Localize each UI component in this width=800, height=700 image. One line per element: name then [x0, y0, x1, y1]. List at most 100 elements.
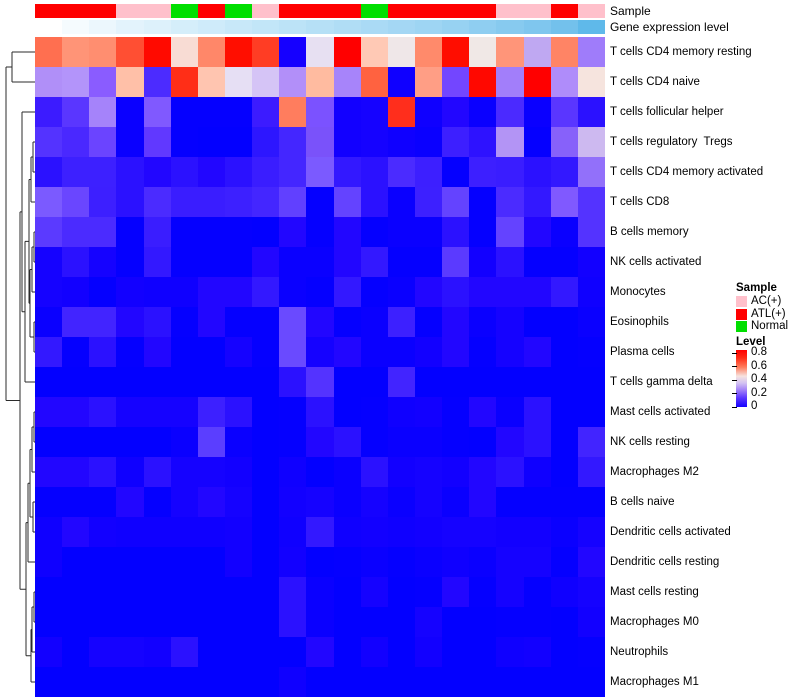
heatmap-cell — [89, 337, 117, 367]
heatmap-cell — [170, 367, 198, 397]
heatmap-cell — [224, 667, 253, 697]
heatmap-cell — [224, 577, 253, 607]
heatmap-cell — [469, 37, 497, 67]
heatmap-cell — [116, 667, 144, 697]
heatmap-cell — [197, 667, 225, 697]
heatmap-cell — [170, 277, 198, 307]
sample-annotation-cell — [333, 4, 361, 18]
heatmap-cell — [360, 337, 388, 367]
heatmap-cell — [224, 217, 253, 247]
heatmap-cell — [116, 367, 144, 397]
heatmap-cell — [577, 67, 605, 97]
heatmap-cell — [35, 667, 63, 697]
heatmap-cell — [442, 637, 470, 667]
heatmap-cell — [469, 157, 497, 187]
level-tick-mark — [732, 352, 737, 354]
heatmap-cell — [224, 547, 253, 577]
heatmap-cell — [469, 367, 497, 397]
heatmap-cell — [279, 247, 307, 277]
heatmap-cell — [333, 547, 361, 577]
row-label: B cells memory — [610, 226, 689, 238]
heatmap-cell — [279, 667, 307, 697]
heatmap-cell — [550, 637, 578, 667]
heatmap-cell — [197, 157, 225, 187]
sample-annotation-cell — [279, 4, 307, 18]
gene-expression-annotation-cell — [387, 20, 415, 34]
sample-annotation-cell — [442, 4, 470, 18]
heatmap-cell — [306, 217, 334, 247]
heatmap-cell — [577, 577, 605, 607]
heatmap-cell — [469, 637, 497, 667]
heatmap-cell — [360, 427, 388, 457]
heatmap-cell — [577, 247, 605, 277]
heatmap-cell — [306, 427, 334, 457]
heatmap-cell — [197, 577, 225, 607]
heatmap-cell — [62, 457, 90, 487]
heatmap-cell — [306, 547, 334, 577]
heatmap-cell — [469, 517, 497, 547]
sample-annotation-label: Sample — [610, 4, 651, 18]
heatmap-cell — [469, 97, 497, 127]
heatmap-cell — [469, 427, 497, 457]
heatmap-cell — [224, 157, 253, 187]
heatmap-cell — [306, 277, 334, 307]
heatmap-cell — [550, 157, 578, 187]
heatmap-cell — [224, 637, 253, 667]
row-label: Eosinophils — [610, 316, 669, 328]
row-label: Dendritic cells resting — [610, 556, 720, 568]
heatmap-cell — [89, 187, 117, 217]
heatmap-cell — [387, 457, 415, 487]
heatmap-cell — [279, 37, 307, 67]
heatmap-cell — [387, 187, 415, 217]
heatmap-cell — [523, 337, 551, 367]
heatmap-cell — [360, 67, 388, 97]
heatmap-cell — [577, 97, 605, 127]
heatmap-cell — [577, 547, 605, 577]
heatmap-cell — [414, 277, 443, 307]
heatmap-cell — [35, 157, 63, 187]
level-tick-label: 0.8 — [751, 346, 767, 358]
heatmap-cell — [62, 157, 90, 187]
heatmap-cell — [333, 667, 361, 697]
heatmap-cell — [306, 247, 334, 277]
heatmap-cell — [197, 217, 225, 247]
heatmap-cell — [469, 667, 497, 697]
heatmap-cell — [550, 97, 578, 127]
heatmap-cell — [89, 397, 117, 427]
heatmap-cell — [496, 367, 524, 397]
heatmap-cell — [442, 367, 470, 397]
heatmap-cell — [306, 667, 334, 697]
heatmap-cell — [577, 277, 605, 307]
heatmap-cell — [442, 667, 470, 697]
heatmap-cell — [442, 577, 470, 607]
heatmap-cell — [35, 487, 63, 517]
heatmap-cell — [523, 187, 551, 217]
heatmap-cell — [35, 97, 63, 127]
heatmap-cell — [306, 517, 334, 547]
heatmap-cell — [442, 247, 470, 277]
heatmap-cell — [523, 37, 551, 67]
heatmap-cell — [550, 457, 578, 487]
heatmap-cell — [279, 217, 307, 247]
heatmap-cell — [387, 607, 415, 637]
heatmap-cell — [143, 307, 171, 337]
heatmap-cell — [577, 307, 605, 337]
level-tick-mark — [732, 366, 737, 367]
heatmap-cell — [35, 217, 63, 247]
sample-annotation-cell — [469, 4, 497, 18]
heatmap-cell — [35, 547, 63, 577]
heatmap-cell — [360, 127, 388, 157]
row-label: Mast cells activated — [610, 406, 711, 418]
heatmap-cell — [62, 577, 90, 607]
heatmap-cell — [35, 517, 63, 547]
heatmap-cell — [577, 337, 605, 367]
heatmap-cell — [62, 397, 90, 427]
heatmap-cell — [414, 157, 443, 187]
heatmap-cell — [197, 187, 225, 217]
heatmap-cell — [224, 67, 253, 97]
row-label: T cells CD4 memory resting — [610, 46, 752, 58]
gene-expression-annotation-bar — [35, 20, 605, 34]
heatmap-cell — [414, 667, 443, 697]
heatmap-cell — [360, 607, 388, 637]
legend-color-swatch — [736, 308, 747, 320]
